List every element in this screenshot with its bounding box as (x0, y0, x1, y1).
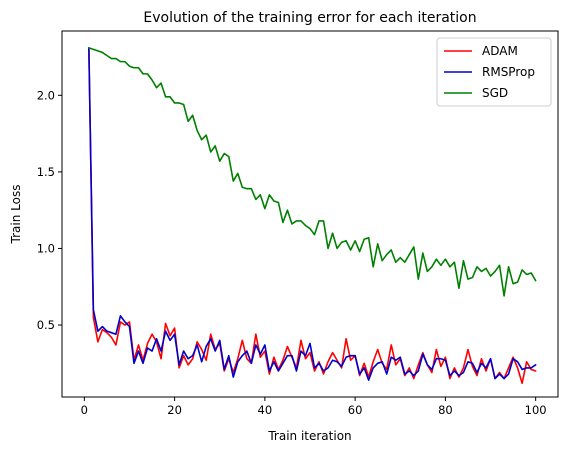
legend-label-sgd: SGD (482, 86, 508, 100)
series-layer (88, 47, 537, 385)
x-tick-label: 0 (81, 403, 88, 417)
legend-label-adam: ADAM (482, 44, 518, 58)
series-line-rmsprop (88, 47, 537, 381)
chart-title: Evolution of the training error for each… (143, 10, 476, 26)
x-tick-label: 20 (167, 403, 182, 417)
legend-label-rmsprop: RMSProp (482, 65, 535, 79)
legend: ADAM RMSProp SGD (436, 37, 552, 107)
legend-box (436, 37, 552, 107)
y-tick-label: 1.0 (37, 241, 55, 255)
plot-frame (61, 30, 559, 398)
y-tick-label: 1.5 (37, 165, 55, 179)
x-axis-label: Train iteration (267, 429, 351, 443)
x-tick-label: 40 (258, 403, 273, 417)
x-tick-label: 100 (525, 403, 547, 417)
y-tick-label: 0.5 (37, 318, 55, 332)
x-tick-label: 80 (438, 403, 453, 417)
y-tick-label: 2.0 (37, 88, 55, 102)
y-axis-label: Train Loss (9, 185, 23, 245)
series-line-sgd (88, 47, 537, 297)
x-tick-label: 60 (348, 403, 363, 417)
ticks-layer: 0 20 40 60 80 100 0.5 1.0 1.5 2.0 (37, 88, 547, 417)
